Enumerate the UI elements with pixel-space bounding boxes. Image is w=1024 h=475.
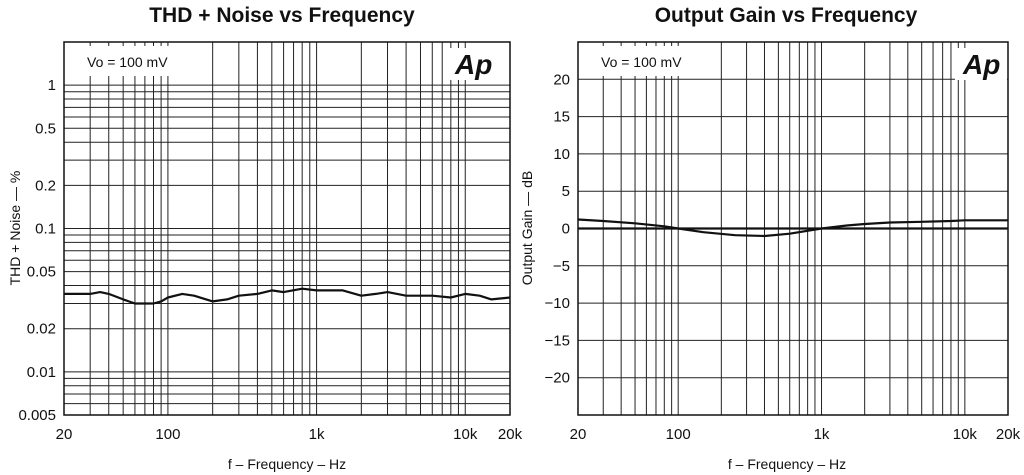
chart2-x-tick-label: 10k — [953, 426, 978, 443]
chart2-logo-mark: Ap — [962, 49, 1000, 80]
chart1-x-tick-label: 100 — [155, 426, 180, 443]
chart1-series-line-1 — [64, 287, 511, 305]
chart2-annotation-box — [581, 46, 706, 76]
chart1-x-tick-label: 1k — [309, 426, 325, 443]
chart2-y-tick-label: 20 — [553, 71, 570, 88]
chart1-y-tick-label: 0.01 — [27, 364, 56, 381]
chart2-x-tick-label: 100 — [666, 426, 691, 443]
chart1-y-axis-label: THD + Noise — % — [7, 171, 23, 286]
chart2-annotation-text: Vo = 100 mV — [601, 54, 682, 70]
chart2-logo-background — [955, 48, 1007, 80]
chart2-series-line-2 — [577, 218, 1008, 238]
chart2-y-tick-label: −10 — [545, 295, 570, 312]
chart1-y-tick-label: 0.5 — [35, 120, 56, 137]
chart1-title: THD + Noise vs Frequency — [149, 4, 415, 27]
chart2-y-axis-label: Output Gain — dB — [519, 171, 535, 285]
chart2-y-tick-label: −5 — [553, 258, 570, 275]
chart1-plot-frame — [63, 41, 511, 416]
chart2-x-tick-label: 20k — [996, 426, 1021, 443]
chart1-y-tick-label: 0.2 — [35, 177, 56, 194]
chart-2: Vo = 100 mV Ap 20 100 1k 10k 20k 20 15 10 5 0 −5 −10 −… — [519, 4, 1021, 472]
chart2-y-tick-label: 5 — [562, 183, 570, 200]
chart-1: Vo = 100 mV Ap 20 100 1k 10k 20k 1 0.5 0.2 0.1 0.05… — [7, 4, 523, 472]
chart1-y-tick-label: 0.05 — [27, 264, 56, 281]
chart1-y-tick-label: 0.005 — [18, 407, 56, 424]
chart2-x-tick-label: 1k — [814, 426, 830, 443]
chart2-x-tick-label: 20 — [570, 426, 587, 443]
chart2-y-tick-label: −15 — [545, 332, 570, 349]
chart1-annotation-text: Vo = 100 mV — [87, 54, 168, 70]
chart2-y-tick-label: 15 — [553, 109, 570, 126]
chart1-y-tick-label: 0.02 — [27, 321, 56, 338]
chart1-annotation-box — [67, 46, 192, 76]
chart2-y-tick-label: 10 — [553, 146, 570, 163]
chart2-y-tick-label: −20 — [545, 370, 570, 387]
chart1-x-tick-label: 20 — [56, 426, 73, 443]
chart1-y-tick-label: 0.1 — [35, 221, 56, 238]
chart2-y-tick-label: 0 — [562, 221, 570, 238]
chart1-x-tick-label: 20k — [498, 426, 523, 443]
chart1-x-tick-label: 10k — [453, 426, 478, 443]
chart2-x-axis-label: f – Frequency – Hz — [728, 456, 846, 472]
chart1-logo-background — [447, 48, 499, 80]
chart1-x-axis-label: f – Frequency – Hz — [228, 456, 346, 472]
chart1-logo-mark: Ap — [454, 49, 492, 80]
chart1-y-tick-label: 1 — [48, 77, 56, 94]
chart2-title: Output Gain vs Frequency — [655, 4, 918, 27]
